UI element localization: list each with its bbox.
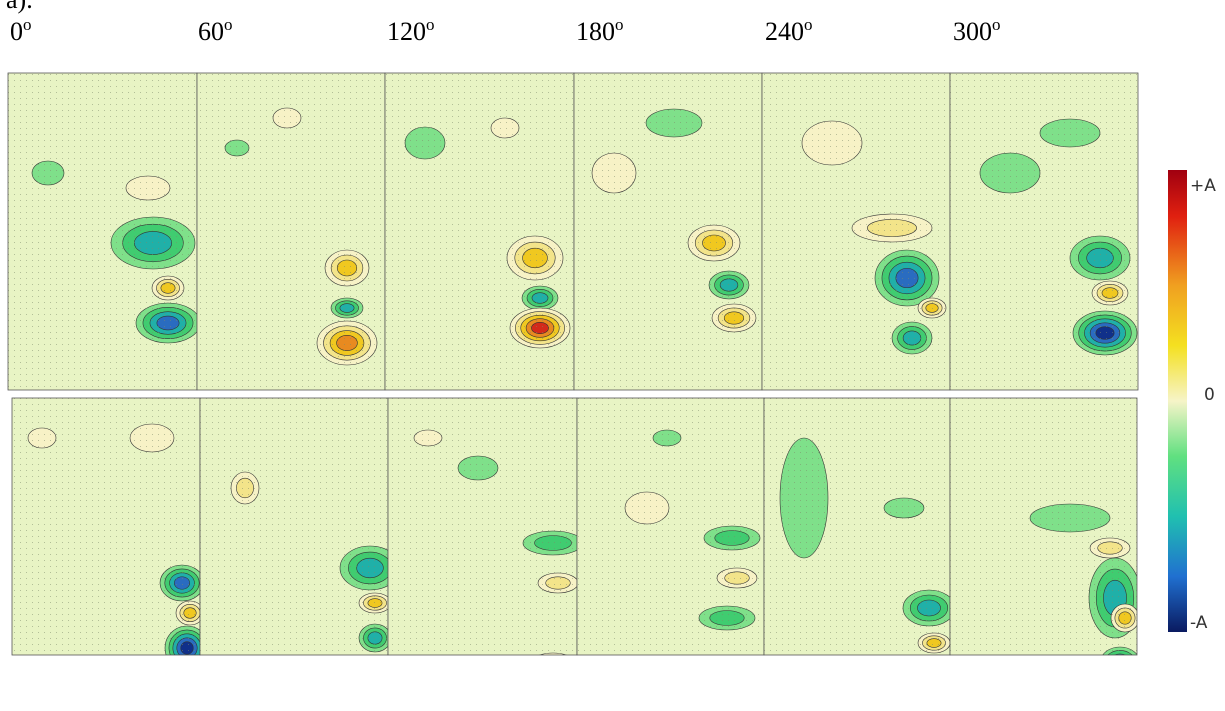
vector-dots: [385, 73, 574, 390]
panel-content: [388, 398, 583, 693]
panel-content: [764, 398, 955, 687]
panel-content: [12, 398, 209, 670]
contour-panel: [950, 398, 1141, 679]
panel-label: a).: [6, 0, 33, 14]
phase-label: 60o: [198, 15, 233, 46]
panel-content: [950, 73, 1138, 390]
contour-panel: [385, 73, 574, 390]
panel-content: [574, 73, 762, 390]
colorbar-label: -A: [1190, 613, 1208, 633]
contour-panel: [197, 73, 385, 390]
contour: [920, 667, 938, 679]
panel-content: [577, 398, 764, 655]
phase-label: 120o: [387, 15, 435, 46]
contour: [363, 664, 386, 681]
vector-dots: [762, 73, 950, 390]
colorbar-label: +A: [1190, 176, 1216, 196]
phase-value: 180: [576, 17, 615, 46]
phase-value: 120: [387, 17, 426, 46]
contour: [543, 666, 564, 680]
vector-dots: [200, 398, 388, 655]
contour-panel: [574, 73, 762, 390]
phase-label: 300o: [953, 15, 1001, 46]
phase-sup: o: [804, 15, 813, 34]
contour-panel: [577, 398, 764, 655]
phase-sup: o: [426, 15, 435, 34]
contour-panel: [950, 73, 1138, 390]
contour: [536, 662, 570, 685]
contour: [523, 653, 583, 693]
phase-value: 60: [198, 17, 224, 46]
contour-panel: [388, 398, 583, 693]
phase-sup: o: [992, 15, 1001, 34]
phase-label: 180o: [576, 15, 624, 46]
contour-panel: [764, 398, 955, 687]
colorbar: [1168, 170, 1187, 632]
phase-value: 240: [765, 17, 804, 46]
phase-sup: o: [224, 15, 233, 34]
phase-sup: o: [23, 15, 32, 34]
contour: [368, 668, 382, 679]
contour-panel: [762, 73, 950, 390]
colorbar-label: 0: [1204, 385, 1215, 405]
panel-content: [950, 398, 1141, 679]
vector-dots: [574, 73, 762, 390]
vector-dots: [950, 73, 1138, 390]
contour: [1109, 654, 1132, 672]
panel-content: [197, 73, 385, 390]
vector-dots: [8, 73, 197, 390]
phase-label: 0o: [10, 15, 32, 46]
panel-content: [200, 398, 400, 685]
figure: a). +A 0 -A 0o60o120o180o240o300o: [0, 0, 1225, 711]
phase-value: 300: [953, 17, 992, 46]
phase-value: 0: [10, 17, 23, 46]
contour-panel: [200, 398, 400, 685]
contour: [530, 657, 577, 688]
vector-dots: [950, 398, 1137, 655]
phase-sup: o: [615, 15, 624, 34]
panel-content: [762, 73, 950, 390]
contour: [1113, 657, 1127, 668]
contour: [909, 659, 949, 687]
vector-dots: [388, 398, 577, 655]
vector-dots: [197, 73, 385, 390]
contour: [915, 663, 944, 683]
panel-content: [8, 73, 200, 390]
vector-dots: [577, 398, 764, 655]
vector-dots: [12, 398, 200, 655]
phase-label: 240o: [765, 15, 813, 46]
contour-panel: [12, 398, 209, 670]
contour-panel: [8, 73, 200, 390]
vector-dots: [764, 398, 950, 655]
panel-content: [385, 73, 574, 390]
contour: [359, 661, 391, 685]
